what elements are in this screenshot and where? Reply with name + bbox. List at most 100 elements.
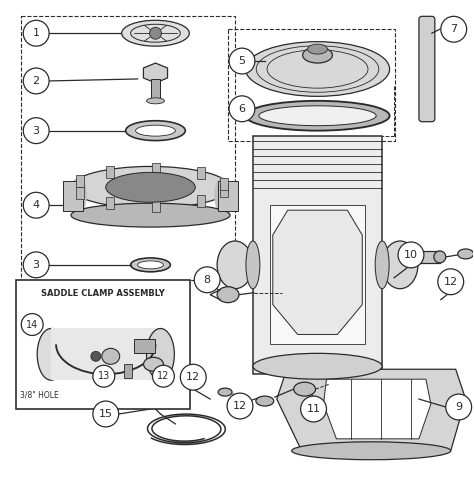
Bar bbox=[106, 166, 113, 177]
Text: 3: 3 bbox=[33, 260, 40, 270]
Bar bbox=[253, 135, 382, 374]
Ellipse shape bbox=[214, 177, 230, 213]
Ellipse shape bbox=[246, 241, 260, 289]
Circle shape bbox=[93, 365, 115, 387]
Text: 11: 11 bbox=[307, 404, 320, 414]
Circle shape bbox=[23, 118, 49, 144]
Circle shape bbox=[153, 365, 174, 387]
Ellipse shape bbox=[308, 44, 328, 54]
Text: 13: 13 bbox=[98, 371, 110, 381]
Circle shape bbox=[149, 27, 162, 39]
FancyBboxPatch shape bbox=[419, 16, 435, 121]
Bar bbox=[51, 329, 161, 380]
Ellipse shape bbox=[302, 47, 332, 63]
Ellipse shape bbox=[256, 396, 274, 406]
Bar bbox=[270, 205, 365, 345]
Text: 3/8" HOLE: 3/8" HOLE bbox=[20, 390, 59, 399]
Ellipse shape bbox=[246, 41, 390, 96]
Bar bbox=[220, 178, 228, 190]
Text: 15: 15 bbox=[99, 409, 113, 419]
Bar bbox=[106, 197, 113, 209]
Ellipse shape bbox=[102, 348, 120, 364]
Ellipse shape bbox=[253, 353, 382, 379]
Polygon shape bbox=[273, 210, 362, 335]
Circle shape bbox=[180, 364, 206, 390]
Polygon shape bbox=[323, 379, 431, 439]
Ellipse shape bbox=[144, 357, 164, 371]
Circle shape bbox=[229, 96, 255, 121]
Text: 12: 12 bbox=[186, 372, 201, 382]
Text: 4: 4 bbox=[33, 200, 40, 210]
Bar bbox=[63, 181, 83, 211]
Ellipse shape bbox=[375, 241, 389, 289]
Ellipse shape bbox=[137, 261, 164, 269]
Bar bbox=[124, 364, 132, 378]
Text: 2: 2 bbox=[33, 76, 40, 86]
Circle shape bbox=[23, 20, 49, 46]
Text: 5: 5 bbox=[238, 56, 246, 66]
Ellipse shape bbox=[71, 177, 87, 213]
Polygon shape bbox=[277, 369, 465, 451]
Text: 12: 12 bbox=[233, 401, 247, 411]
Text: 6: 6 bbox=[238, 104, 246, 114]
Circle shape bbox=[91, 351, 101, 362]
Text: 7: 7 bbox=[450, 24, 457, 34]
Bar bbox=[218, 181, 238, 211]
Ellipse shape bbox=[259, 106, 376, 126]
Ellipse shape bbox=[136, 125, 175, 136]
Ellipse shape bbox=[146, 329, 174, 380]
Circle shape bbox=[227, 393, 253, 419]
Bar bbox=[152, 162, 160, 174]
Ellipse shape bbox=[131, 258, 170, 272]
Ellipse shape bbox=[246, 101, 390, 131]
Bar bbox=[21, 16, 235, 280]
Ellipse shape bbox=[217, 287, 239, 303]
Bar bbox=[197, 195, 205, 207]
Bar bbox=[16, 280, 190, 409]
Circle shape bbox=[441, 16, 466, 42]
Bar bbox=[420, 251, 440, 263]
Ellipse shape bbox=[294, 382, 316, 396]
Circle shape bbox=[229, 48, 255, 74]
Ellipse shape bbox=[458, 249, 474, 259]
Ellipse shape bbox=[106, 173, 195, 202]
Polygon shape bbox=[144, 63, 167, 83]
Text: 12: 12 bbox=[444, 277, 458, 287]
Text: 9: 9 bbox=[455, 402, 462, 412]
Ellipse shape bbox=[146, 98, 164, 104]
Circle shape bbox=[301, 396, 327, 422]
Text: 8: 8 bbox=[204, 275, 211, 285]
Text: 12: 12 bbox=[157, 371, 170, 381]
Text: 14: 14 bbox=[26, 320, 38, 330]
Circle shape bbox=[93, 401, 118, 427]
Bar bbox=[220, 185, 228, 197]
Circle shape bbox=[194, 267, 220, 293]
Ellipse shape bbox=[37, 329, 65, 380]
Ellipse shape bbox=[71, 166, 230, 208]
Text: 3: 3 bbox=[33, 126, 40, 135]
Ellipse shape bbox=[292, 442, 451, 460]
Text: 1: 1 bbox=[33, 28, 40, 38]
Ellipse shape bbox=[217, 241, 253, 289]
Bar bbox=[151, 79, 161, 99]
Bar bbox=[76, 175, 84, 187]
Bar bbox=[228, 29, 395, 141]
Circle shape bbox=[446, 394, 472, 420]
Bar bbox=[76, 187, 84, 200]
Circle shape bbox=[23, 68, 49, 94]
Circle shape bbox=[23, 252, 49, 278]
Ellipse shape bbox=[434, 251, 446, 263]
Ellipse shape bbox=[382, 241, 418, 289]
Circle shape bbox=[21, 314, 43, 335]
Circle shape bbox=[438, 269, 464, 295]
Circle shape bbox=[398, 242, 424, 268]
Bar bbox=[134, 339, 155, 353]
Text: SADDLE CLAMP ASSEMBLY: SADDLE CLAMP ASSEMBLY bbox=[41, 289, 165, 298]
Text: 10: 10 bbox=[404, 250, 418, 260]
Bar bbox=[197, 167, 205, 179]
Circle shape bbox=[23, 192, 49, 218]
Ellipse shape bbox=[218, 388, 232, 396]
Bar bbox=[152, 200, 160, 212]
Ellipse shape bbox=[122, 20, 189, 46]
Ellipse shape bbox=[126, 120, 185, 141]
